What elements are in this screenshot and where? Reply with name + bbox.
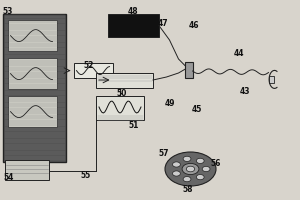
Text: 45: 45 (191, 105, 202, 114)
Text: 57: 57 (158, 148, 169, 158)
Circle shape (172, 171, 180, 176)
Circle shape (183, 156, 191, 161)
Text: 46: 46 (188, 21, 199, 30)
Circle shape (186, 166, 195, 172)
Text: 43: 43 (239, 86, 250, 96)
Circle shape (182, 163, 199, 175)
Text: 56: 56 (211, 158, 221, 168)
Text: 58: 58 (182, 184, 193, 194)
Text: 51: 51 (128, 121, 139, 130)
Text: 54: 54 (4, 172, 14, 182)
Bar (268, 76, 274, 83)
Bar (185, 62, 193, 78)
Text: 49: 49 (164, 99, 175, 108)
Bar (8, 96, 57, 127)
Circle shape (183, 177, 191, 182)
Text: 55: 55 (80, 170, 91, 180)
Text: 53: 53 (2, 6, 13, 16)
Circle shape (172, 162, 180, 167)
Circle shape (196, 175, 204, 180)
Text: 44: 44 (233, 48, 244, 58)
Bar (3, 14, 66, 162)
Bar (74, 63, 112, 78)
Bar (4, 160, 50, 180)
Circle shape (196, 158, 204, 163)
Bar (108, 14, 159, 37)
Bar (96, 73, 153, 88)
Circle shape (202, 166, 210, 172)
Text: 52: 52 (83, 62, 94, 71)
Bar (96, 96, 144, 120)
Text: 48: 48 (128, 6, 139, 16)
Bar (8, 58, 57, 89)
Text: 47: 47 (158, 20, 169, 28)
Circle shape (165, 152, 216, 186)
Text: 50: 50 (116, 90, 127, 98)
Bar (8, 20, 57, 51)
